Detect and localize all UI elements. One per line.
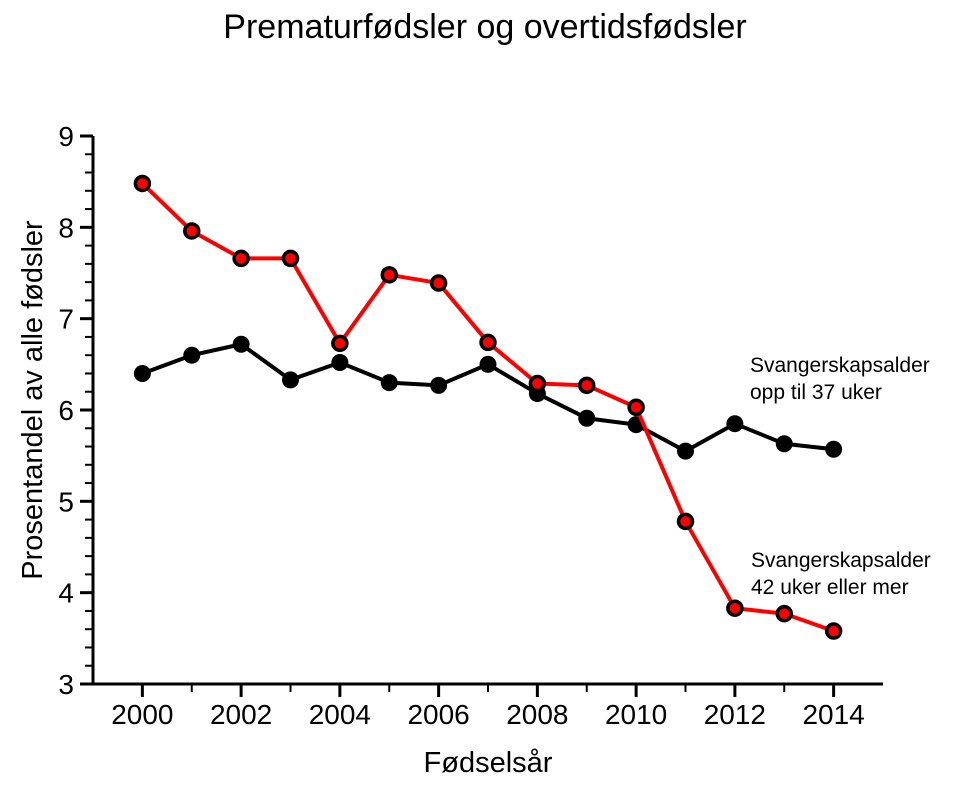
chart-title: Prematurfødsler og overtidsfødsler <box>223 8 747 46</box>
annotation-overdue-line-label: Svangerskapsalder 42 uker eller mer <box>751 547 931 601</box>
x-tick-label: 2014 <box>802 699 864 730</box>
series-0-point <box>331 354 349 372</box>
y-tick-label: 7 <box>58 304 74 335</box>
series-0-point <box>775 435 793 453</box>
y-tick-label: 4 <box>58 578 74 609</box>
series-0-point <box>430 376 448 394</box>
series-0-point <box>133 364 151 382</box>
series-1-point <box>479 333 497 352</box>
x-tick-label: 2004 <box>309 699 371 730</box>
series-1-point <box>676 512 695 531</box>
x-tick-label: 2000 <box>111 699 173 730</box>
series-1-point <box>429 274 448 292</box>
axis-spines <box>91 136 883 686</box>
x-tick-label: 2012 <box>704 699 766 730</box>
y-tick-label: 3 <box>58 669 74 700</box>
series-0-point <box>282 371 299 389</box>
x-tick-label: 2008 <box>506 699 568 730</box>
series-1-point <box>775 604 793 623</box>
annotation-preterm-line1: Svangerskapsalder <box>750 354 930 377</box>
series-0-point <box>677 442 694 460</box>
annotation-overdue-line2: 42 uker eller mer <box>751 576 909 599</box>
series-1-point <box>824 622 843 640</box>
y-tick-label: 5 <box>58 486 74 517</box>
series-1-point <box>133 174 152 193</box>
series-1-point <box>578 376 596 395</box>
series-0-point <box>380 374 398 392</box>
series-1-point <box>232 249 250 268</box>
y-tick-label: 8 <box>58 212 74 243</box>
series-1-point <box>627 398 645 417</box>
series-1-point <box>281 249 300 268</box>
series-0 <box>133 335 843 460</box>
y-tick-label: 6 <box>58 395 74 426</box>
x-axis-title: Fødselsår <box>423 747 553 779</box>
series-1-point <box>726 599 744 617</box>
series-1-point <box>380 266 398 284</box>
annotation-overdue-line1: Svangerskapsalder <box>751 549 931 572</box>
y-axis: 3 4 5 6 7 8 9 <box>58 121 93 700</box>
series-0-point <box>232 335 250 353</box>
x-tick-label: 2010 <box>605 699 667 730</box>
series-1-point <box>183 222 201 240</box>
series-0-point <box>578 409 596 427</box>
series-1-point <box>331 334 349 353</box>
x-axis: 2000 2002 2004 2006 2008 2010 2012 2014 <box>111 684 865 730</box>
series-0-point <box>726 415 744 433</box>
series-1-line <box>140 181 836 634</box>
series-1-point <box>528 374 547 393</box>
series-1 <box>133 174 843 640</box>
series-0-point <box>825 440 843 458</box>
annotation-preterm-line2: opp til 37 uker <box>750 381 882 404</box>
annotation-preterm-line-label: Svangerskapsalder opp til 37 uker <box>750 352 930 406</box>
x-tick-label: 2002 <box>210 699 272 730</box>
series-0-point <box>183 346 201 364</box>
x-tick-label: 2006 <box>407 699 469 730</box>
series-0-point <box>479 355 497 373</box>
y-tick-label: 9 <box>58 121 74 152</box>
